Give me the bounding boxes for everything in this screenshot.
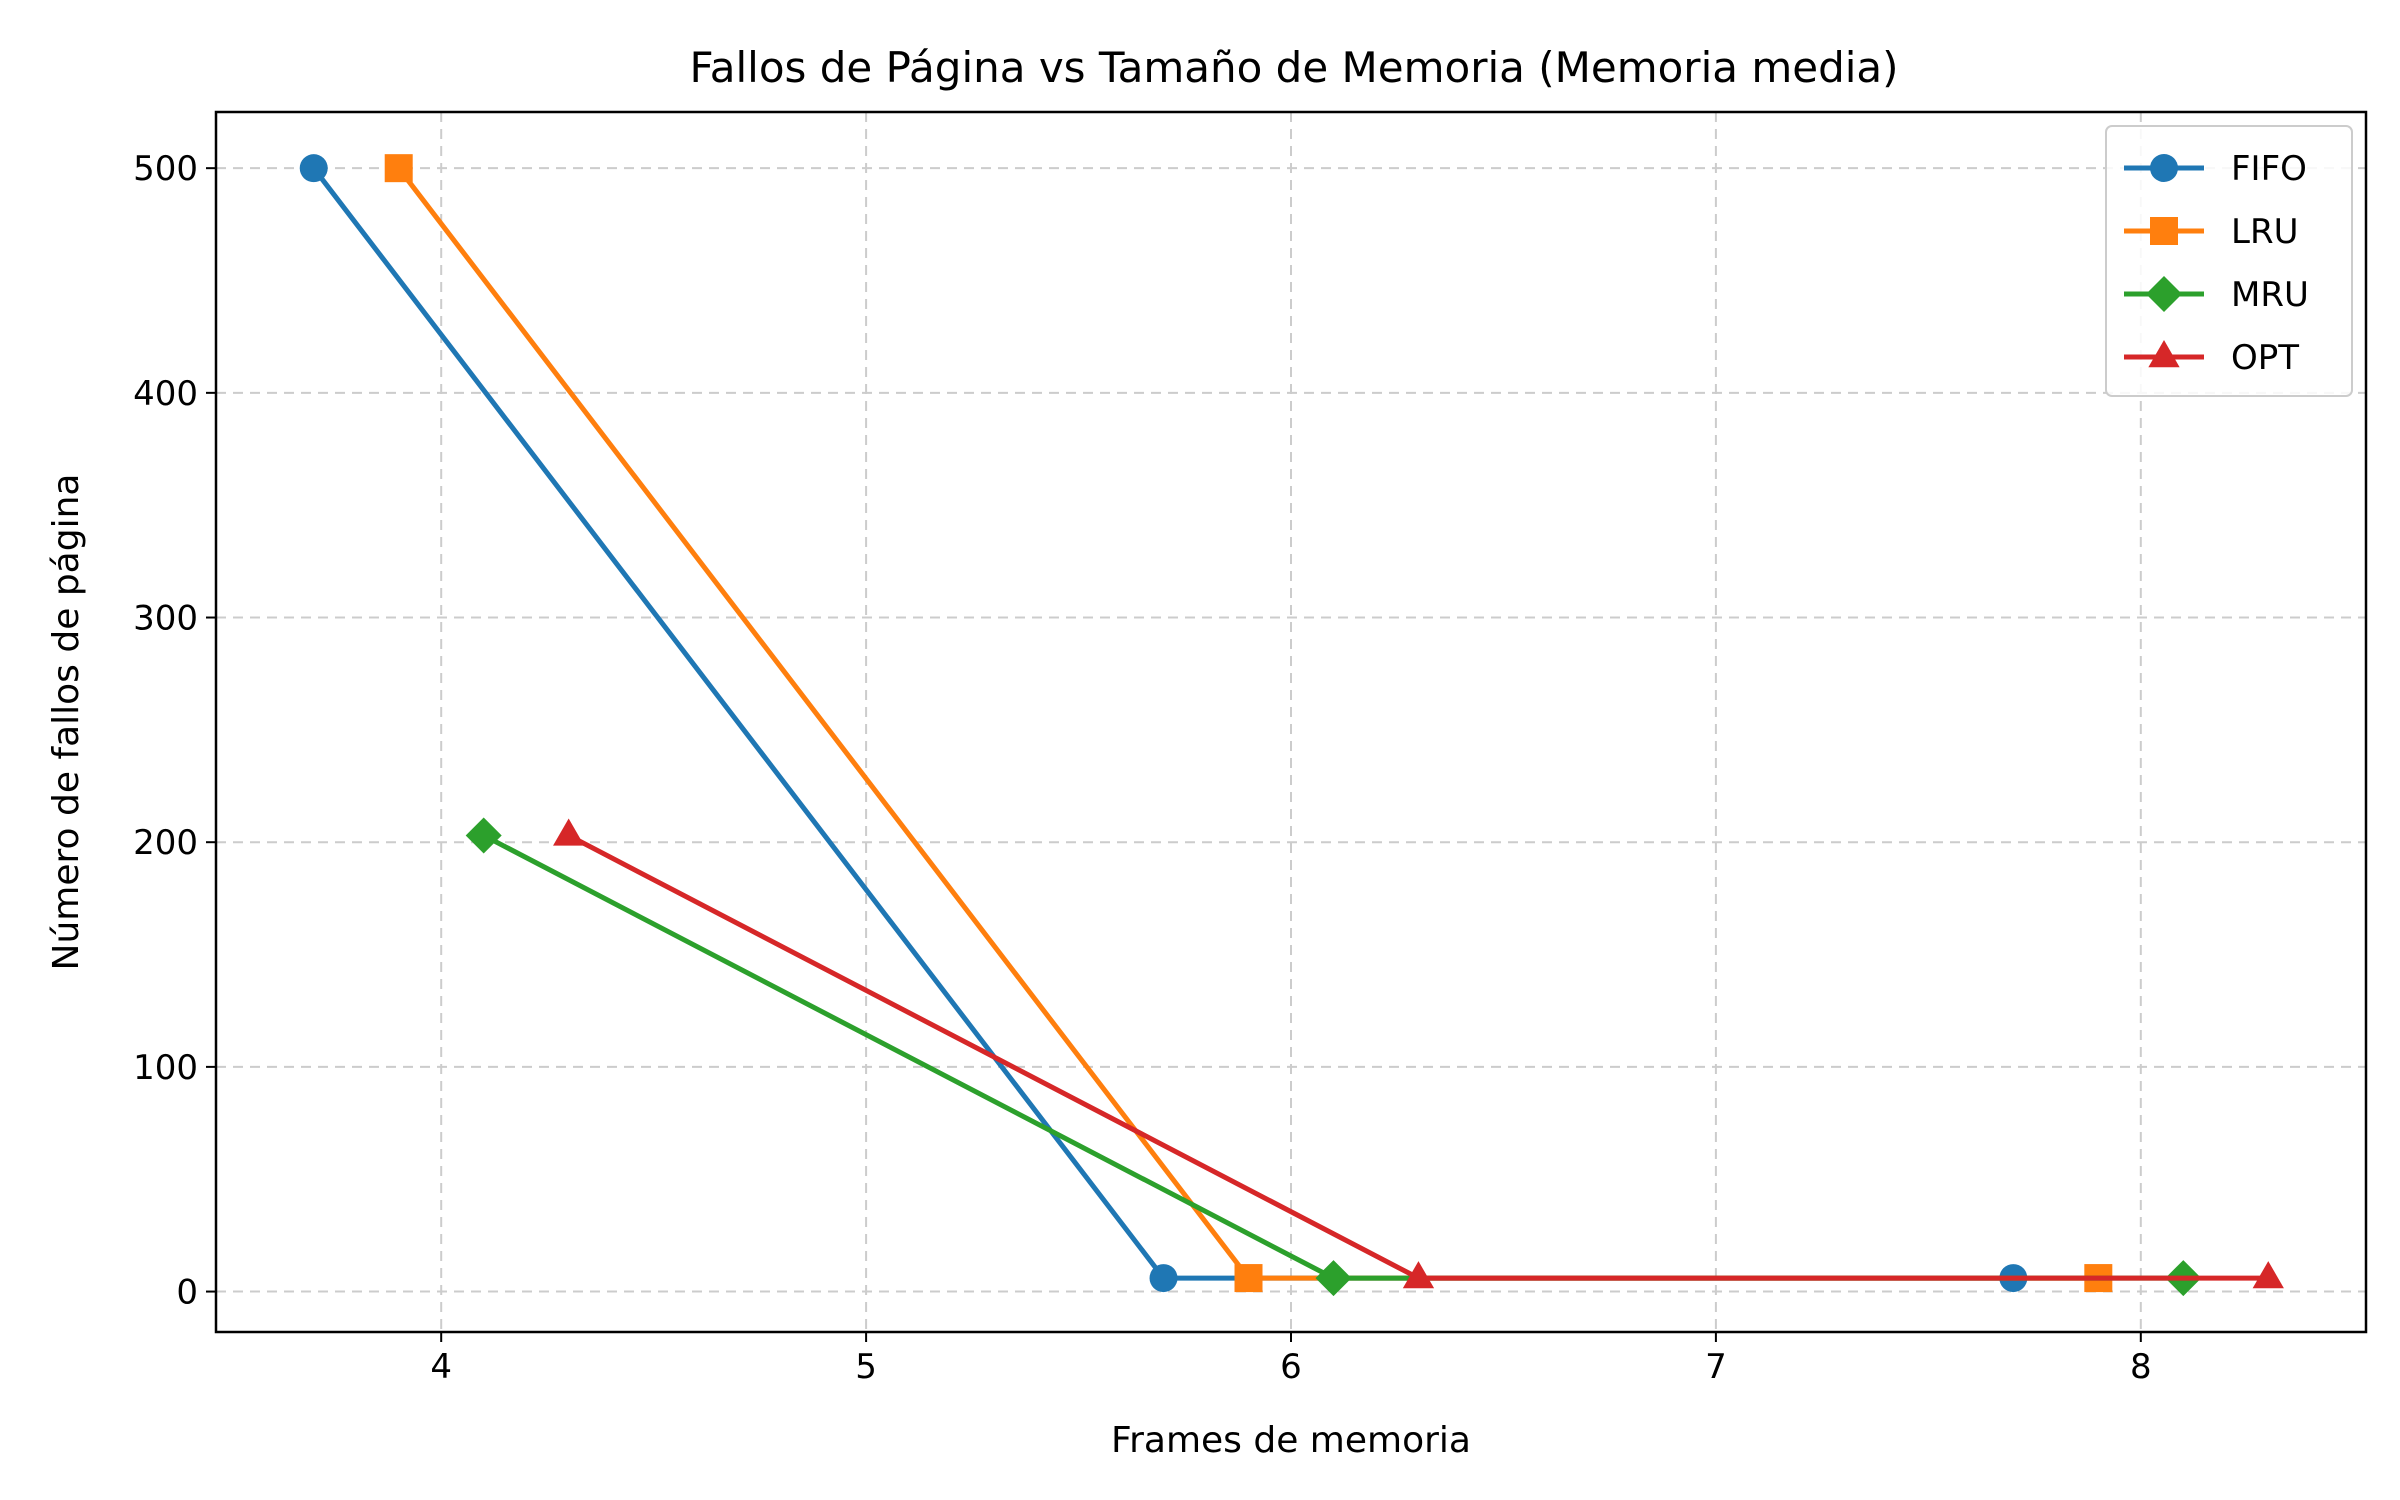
legend-label: OPT xyxy=(2231,338,2299,378)
legend-item-mru: MRU xyxy=(2124,275,2309,315)
data-point-mru xyxy=(1315,1260,1352,1297)
y-tick-label: 500 xyxy=(133,149,198,189)
legend: FIFO LRU MRU OPT xyxy=(2105,125,2353,397)
data-point-fifo xyxy=(1149,1264,1178,1293)
legend-item-lru: LRU xyxy=(2124,212,2298,252)
x-tick-label: 6 xyxy=(1280,1347,1302,1387)
data-point-opt xyxy=(1402,1261,1435,1289)
x-tick-label: 5 xyxy=(855,1347,877,1387)
y-tick-label: 100 xyxy=(133,1048,198,1088)
data-point-lru xyxy=(1234,1264,1263,1293)
data-point-opt xyxy=(2252,1261,2284,1289)
legend-marker xyxy=(2150,217,2178,245)
legend-item-fifo: FIFO xyxy=(2124,149,2307,189)
series-opt xyxy=(553,818,2284,1289)
x-tick-label: 8 xyxy=(2130,1347,2152,1387)
y-tick-label: 300 xyxy=(133,599,198,639)
y-tick-label: 400 xyxy=(133,374,198,414)
x-axis-label: Frames de memoria xyxy=(1111,1420,1471,1461)
y-axis-label: Número de fallos de página xyxy=(46,474,87,971)
data-point-fifo xyxy=(299,154,328,183)
legend-label: LRU xyxy=(2231,212,2298,252)
legend-marker xyxy=(2148,340,2180,368)
x-tick-label: 7 xyxy=(1705,1347,1727,1387)
axis-ticks: 4 5 6 7 8 0 100 200 300 400 500 xyxy=(133,149,2152,1387)
y-tick-label: 200 xyxy=(133,823,198,863)
legend-item-opt: OPT xyxy=(2124,338,2299,378)
chart-title: Fallos de Página vs Tamaño de Memoria (M… xyxy=(689,43,1898,92)
legend-box xyxy=(2105,125,2353,397)
legend-marker xyxy=(2150,154,2178,182)
legend-label: FIFO xyxy=(2231,149,2307,189)
x-tick-label: 4 xyxy=(430,1347,452,1387)
legend-marker xyxy=(2146,276,2182,312)
series-layer xyxy=(299,154,2284,1297)
data-point-lru xyxy=(384,154,413,183)
data-point-opt xyxy=(553,818,585,846)
data-point-mru xyxy=(465,817,502,854)
y-tick-label: 0 xyxy=(176,1273,198,1313)
legend-label: MRU xyxy=(2231,275,2309,315)
